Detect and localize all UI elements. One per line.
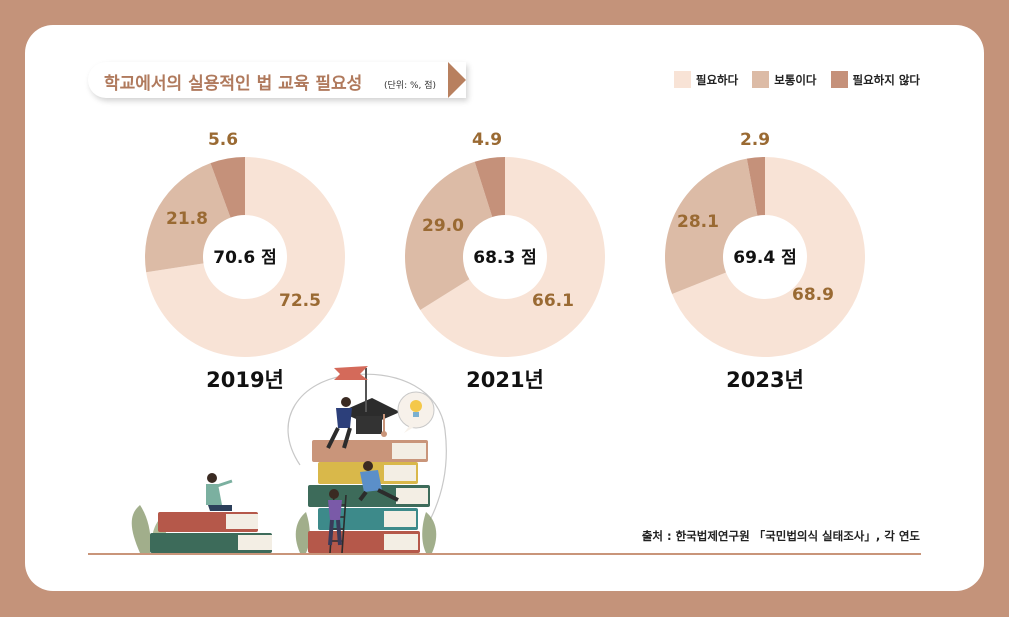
source-note: 출처 : 한국법제연구원 「국민법의식 실태조사」, 각 연도 — [641, 529, 920, 543]
donut-slice — [146, 157, 346, 358]
year-label: 2023년 — [726, 368, 804, 392]
donut-slice — [420, 157, 605, 357]
title-banner — [88, 62, 466, 98]
donut-slice — [405, 161, 493, 311]
data-label: 28.1 — [677, 212, 719, 232]
year-label: 2019년 — [206, 368, 284, 392]
donut-slice — [665, 158, 758, 294]
data-label: 5.6 — [208, 130, 238, 150]
center-score: 70.6 점 — [213, 248, 277, 268]
donut-slice — [210, 157, 245, 218]
data-label: 66.1 — [532, 291, 574, 311]
center-score: 68.3 점 — [473, 248, 537, 268]
year-label: 2021년 — [466, 368, 544, 392]
data-label: 4.9 — [472, 130, 502, 150]
donut-slice — [672, 157, 865, 357]
title-arrow — [448, 62, 466, 98]
legend-item-not-needed: 필요하지 않다 — [830, 71, 920, 88]
legend-item-needed: 필요하다 — [673, 71, 739, 88]
data-label: 21.8 — [166, 209, 208, 229]
legend-swatch — [673, 71, 691, 88]
data-label: 2.9 — [740, 130, 770, 150]
data-label: 68.9 — [792, 285, 834, 305]
legend-swatch — [830, 71, 848, 88]
baseline-rule — [88, 553, 921, 555]
donut-slice — [746, 157, 765, 216]
donut-slice — [474, 157, 505, 217]
legend-item-neutral: 보통이다 — [752, 71, 817, 88]
donut-slice — [145, 163, 231, 273]
legend-label: 필요하지 않다 — [852, 72, 920, 87]
books-illustration — [131, 366, 447, 554]
legend-label: 보통이다 — [774, 72, 817, 87]
data-label: 29.0 — [422, 216, 464, 236]
center-score: 69.4 점 — [733, 248, 797, 268]
unit-label: (단위: %, 점) — [384, 81, 437, 91]
legend-swatch — [752, 71, 770, 88]
legend-label: 필요하다 — [695, 72, 739, 87]
data-label: 72.5 — [279, 291, 321, 311]
legend: 필요하다 보통이다 필요하지 않다 — [673, 71, 920, 88]
chart-title: 학교에서의 실용적인 법 교육 필요성 — [104, 74, 363, 94]
